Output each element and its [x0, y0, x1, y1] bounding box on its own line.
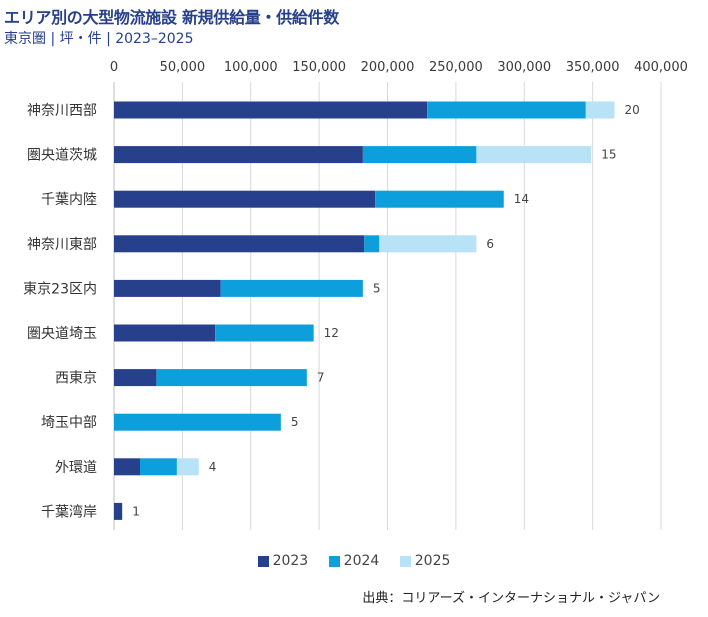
- count-label: 12: [324, 326, 339, 340]
- bar-segment-2024: [427, 101, 586, 119]
- legend-swatch-2025: [399, 555, 411, 567]
- count-label: 20: [625, 103, 640, 117]
- bar-segment-2024: [375, 190, 504, 208]
- x-tick-label: 0: [110, 60, 118, 75]
- count-label: 15: [601, 148, 616, 162]
- x-tick-label: 50,000: [160, 60, 206, 75]
- count-label: 4: [209, 460, 217, 474]
- count-label: 6: [486, 237, 494, 251]
- legend-item-2025: 2025: [399, 553, 451, 569]
- x-tick-label: 150,000: [292, 60, 346, 75]
- legend-swatch-2023: [257, 555, 269, 567]
- chart-title: エリア別の大型物流施設 新規供給量・供給件数: [4, 8, 339, 27]
- category-label: 外環道: [55, 460, 97, 476]
- count-label: 7: [317, 371, 325, 385]
- bar-segment-2023: [114, 235, 365, 253]
- x-tick-label: 250,000: [429, 60, 483, 75]
- count-label: 14: [514, 192, 529, 206]
- bar-segment-2025: [476, 146, 592, 164]
- category-label: 埼玉中部: [41, 415, 97, 431]
- bar-segment-2025: [379, 235, 477, 253]
- x-tick-label: 300,000: [497, 60, 551, 75]
- bar-segment-2024: [362, 146, 477, 164]
- category-label: 神奈川東部: [27, 237, 97, 253]
- source-note: 出典：コリアーズ・インターナショナル・ジャパン: [362, 591, 660, 606]
- bar-segment-2023: [114, 458, 140, 476]
- x-tick-label: 100,000: [224, 60, 278, 75]
- bar-segment-2023: [114, 369, 157, 387]
- count-label: 5: [373, 281, 381, 295]
- count-label: 1: [132, 504, 140, 518]
- bar-segment-2023: [114, 324, 216, 342]
- category-label: 神奈川西部: [27, 103, 97, 119]
- bar-segment-2023: [114, 101, 428, 119]
- bar-segment-2025: [176, 458, 199, 476]
- legend-item-2023: 2023: [257, 553, 309, 569]
- category-label: 圏央道茨城: [27, 148, 97, 164]
- legend-swatch-2024: [328, 555, 340, 567]
- bar-segment-2024: [364, 235, 380, 253]
- category-label: 東京23区内: [23, 281, 97, 297]
- count-label: 5: [291, 415, 299, 429]
- bar-segment-2023: [114, 190, 376, 208]
- x-tick-label: 200,000: [361, 60, 415, 75]
- category-label: 西東京: [55, 371, 97, 387]
- stacked-bar-chart: 0 50,000 100,000 150,000 200,000 250,000 300,0…: [23, 60, 688, 530]
- legend-item-2024: 2024: [328, 553, 380, 569]
- legend-label-2023: 2023: [272, 553, 309, 569]
- bar-segment-2023: [114, 146, 363, 164]
- x-tick-label: 350,000: [566, 60, 620, 75]
- bar-segment-2024: [220, 279, 363, 297]
- legend-label-2024: 2024: [343, 553, 380, 569]
- legend: 2023 2024 2025: [0, 553, 708, 571]
- x-tick-label: 400,000: [634, 60, 688, 75]
- legend-label-2025: 2025: [414, 553, 451, 569]
- category-label: 千葉内陸: [41, 192, 97, 208]
- category-label: 千葉湾岸: [41, 503, 97, 520]
- bar-segment-2024: [215, 324, 314, 342]
- bar-segment-2024: [156, 369, 307, 387]
- bar-segment-2025: [585, 101, 615, 119]
- bar-segment-2023: [114, 279, 221, 297]
- bar-segment-2024: [139, 458, 177, 476]
- category-label: 圏央道埼玉: [27, 326, 97, 342]
- chart-subtitle: 東京圏 | 坪・件 | 2023–2025: [4, 31, 194, 47]
- bar-segment-2023: [114, 502, 123, 520]
- bar-segment-2024: [114, 413, 281, 431]
